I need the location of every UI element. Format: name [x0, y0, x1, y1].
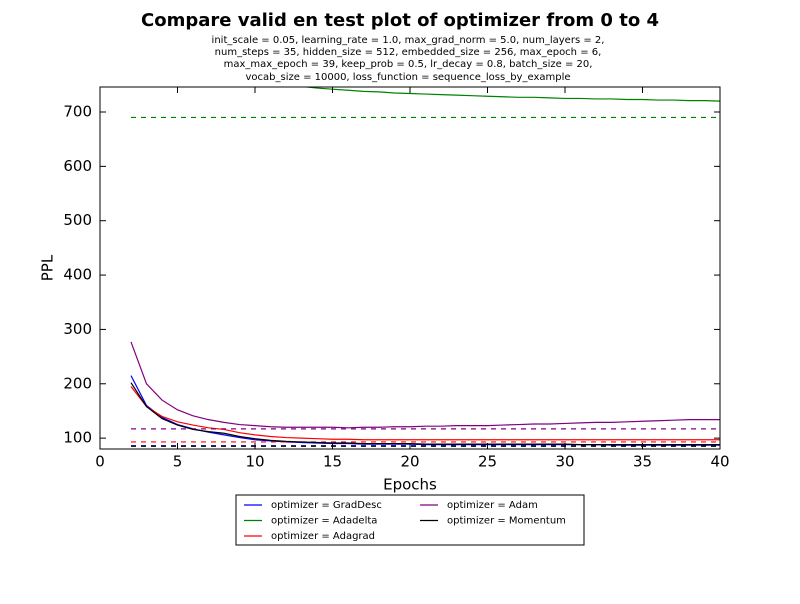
- legend-label: optimizer = Momentum: [447, 516, 566, 527]
- y-tick-label: 600: [63, 157, 92, 175]
- x-tick-label: 10: [245, 453, 264, 471]
- legend-label: optimizer = Adadelta: [271, 516, 377, 527]
- valid-line: [301, 87, 720, 102]
- subtitle: max_max_epoch = 39, keep_prob = 0.5, lr_…: [224, 59, 593, 70]
- x-tick-label: 5: [173, 453, 183, 471]
- x-tick-label: 0: [95, 453, 105, 471]
- y-tick-label: 400: [63, 266, 92, 284]
- subtitle: init_scale = 0.05, learning_rate = 1.0, …: [212, 35, 605, 46]
- x-tick-label: 40: [710, 453, 729, 471]
- x-tick-label: 35: [633, 453, 652, 471]
- valid-line: [130, 382, 720, 446]
- subtitle: num_steps = 35, hidden_size = 512, embed…: [215, 47, 602, 58]
- plot-area: [130, 87, 720, 447]
- legend-label: optimizer = GradDesc: [271, 500, 382, 511]
- x-tick-label: 20: [400, 453, 419, 471]
- x-tick-label: 25: [478, 453, 497, 471]
- subtitle: vocab_size = 10000, loss_function = sequ…: [245, 72, 570, 83]
- y-tick-label: 500: [63, 211, 92, 229]
- y-tick-label: 300: [63, 320, 92, 338]
- valid-line: [130, 386, 720, 441]
- chart-title: Compare valid en test plot of optimizer …: [141, 10, 659, 31]
- x-axis-label: Epochs: [383, 476, 437, 494]
- y-tick-label: 700: [63, 103, 92, 121]
- y-tick-label: 100: [63, 429, 92, 447]
- legend-box: [235, 494, 585, 546]
- y-axis-label: PPL: [39, 254, 57, 281]
- x-tick-label: 15: [323, 453, 342, 471]
- y-tick-label: 200: [63, 374, 92, 392]
- x-tick-label: 30: [555, 453, 574, 471]
- valid-line: [130, 341, 720, 429]
- legend-label: optimizer = Adam: [447, 500, 538, 511]
- legend-label: optimizer = Adagrad: [271, 531, 375, 542]
